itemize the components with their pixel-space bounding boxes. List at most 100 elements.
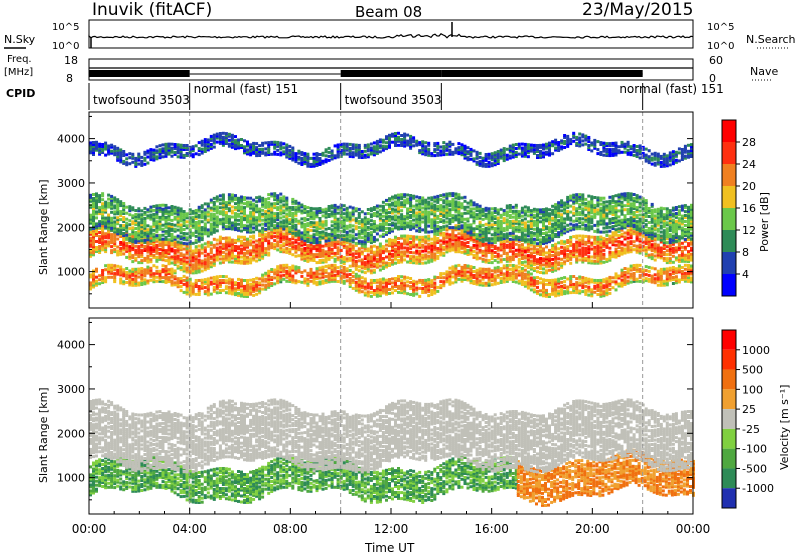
heatmap-cell (146, 228, 150, 232)
heatmap-cell (227, 260, 231, 264)
heatmap-cell (617, 244, 621, 248)
heatmap-cell (339, 213, 343, 217)
heatmap-cell (430, 249, 434, 253)
heatmap-cell (339, 241, 343, 244)
heatmap-cell (342, 256, 346, 259)
heatmap-cell (400, 197, 404, 201)
heatmap-cell (309, 222, 313, 226)
heatmap-cell (581, 258, 585, 262)
heatmap-cell (336, 256, 340, 260)
heatmap-cell (391, 197, 394, 201)
heatmap-cell (424, 247, 428, 251)
heatmap-cell (149, 260, 153, 264)
heatmap-cell (472, 280, 476, 283)
heatmap-cell (182, 255, 186, 259)
heatmap-cell (557, 261, 561, 265)
heatmap-cell (179, 260, 183, 264)
heatmap-cell (227, 223, 231, 227)
heatmap-cell (415, 211, 419, 215)
heatmap-cell (282, 219, 286, 223)
heatmap-cell (237, 208, 240, 212)
heatmap-cell (155, 249, 159, 253)
heatmap-cell (167, 226, 171, 230)
heatmap-cell (158, 251, 162, 255)
heatmap-cell (647, 279, 651, 283)
heatmap-cell (511, 266, 515, 269)
heatmap-cell (496, 254, 500, 258)
heatmap-cell (614, 272, 618, 276)
heatmap-cell (548, 260, 551, 264)
heatmap-cell (662, 258, 666, 262)
heatmap-cell (261, 252, 265, 256)
heatmap-cell (523, 276, 527, 280)
heatmap-cell (273, 243, 277, 247)
heatmap-cell (391, 262, 394, 266)
heatmap-cell (110, 226, 114, 230)
heatmap-cell (599, 290, 603, 294)
heatmap-cell (366, 259, 370, 263)
heatmap-cell (542, 284, 545, 288)
heatmap-cell (602, 260, 606, 264)
heatmap-cell (536, 248, 539, 252)
heatmap-cell (273, 212, 277, 216)
heatmap-cell (554, 282, 558, 286)
freq-unit: [MHz] (4, 67, 33, 78)
heatmap-cell (137, 237, 141, 241)
heatmap-cell (502, 274, 506, 278)
heatmap-cell (227, 285, 231, 289)
heatmap-cell (215, 287, 219, 291)
heatmap-cell (137, 213, 141, 217)
heatmap-cell (197, 262, 201, 266)
heatmap-cell (98, 220, 102, 224)
heatmap-cell (351, 278, 355, 282)
heatmap-cell (267, 275, 271, 279)
heatmap-cell (321, 258, 325, 262)
heatmap-cell (339, 225, 343, 229)
heatmap-cell (629, 234, 633, 238)
heatmap-cell (237, 257, 240, 261)
heatmap-cell (98, 196, 102, 200)
heatmap-cell (406, 242, 410, 246)
heatmap-cell (315, 281, 319, 285)
heatmap-cell (403, 252, 407, 256)
heatmap-cell (173, 257, 177, 260)
heatmap-cell (113, 206, 117, 210)
heatmap-cell (240, 243, 243, 247)
heatmap-cell (539, 259, 542, 262)
heatmap-cell (258, 246, 262, 250)
heatmap-cell (378, 218, 382, 222)
heatmap-cell (185, 216, 189, 220)
heatmap-cell (385, 208, 388, 212)
heatmap-cell (369, 225, 373, 229)
heatmap-cell (418, 222, 422, 225)
heatmap-cell (472, 249, 476, 253)
heatmap-cell (113, 232, 117, 236)
heatmap-cell (321, 252, 325, 256)
heatmap-cell (101, 212, 105, 216)
heatmap-cell (360, 240, 364, 244)
heatmap-cell (333, 217, 337, 221)
heatmap-cell (665, 257, 669, 261)
heatmap-cell (581, 284, 585, 288)
heatmap-cell (255, 243, 259, 247)
heatmap-cell (297, 238, 301, 242)
heatmap-cell (215, 229, 219, 233)
heatmap-cell (152, 204, 156, 208)
heatmap-cell (128, 255, 132, 259)
heatmap-cell (218, 222, 222, 226)
heatmap-cell (451, 246, 455, 250)
heatmap-cell (215, 221, 219, 225)
heatmap-cell (430, 281, 434, 285)
heatmap-cell (487, 283, 491, 287)
heatmap-cell (581, 290, 585, 294)
heatmap-cell (339, 205, 343, 209)
heatmap-cell (363, 218, 367, 222)
heatmap-cell (463, 278, 467, 281)
heatmap-cell (98, 282, 102, 286)
heatmap-cell (182, 290, 186, 294)
heatmap-cell (173, 245, 177, 249)
heatmap-cell (388, 223, 391, 227)
heatmap-cell (164, 272, 168, 276)
heatmap-cell (306, 234, 310, 238)
heatmap-cell (134, 215, 138, 218)
